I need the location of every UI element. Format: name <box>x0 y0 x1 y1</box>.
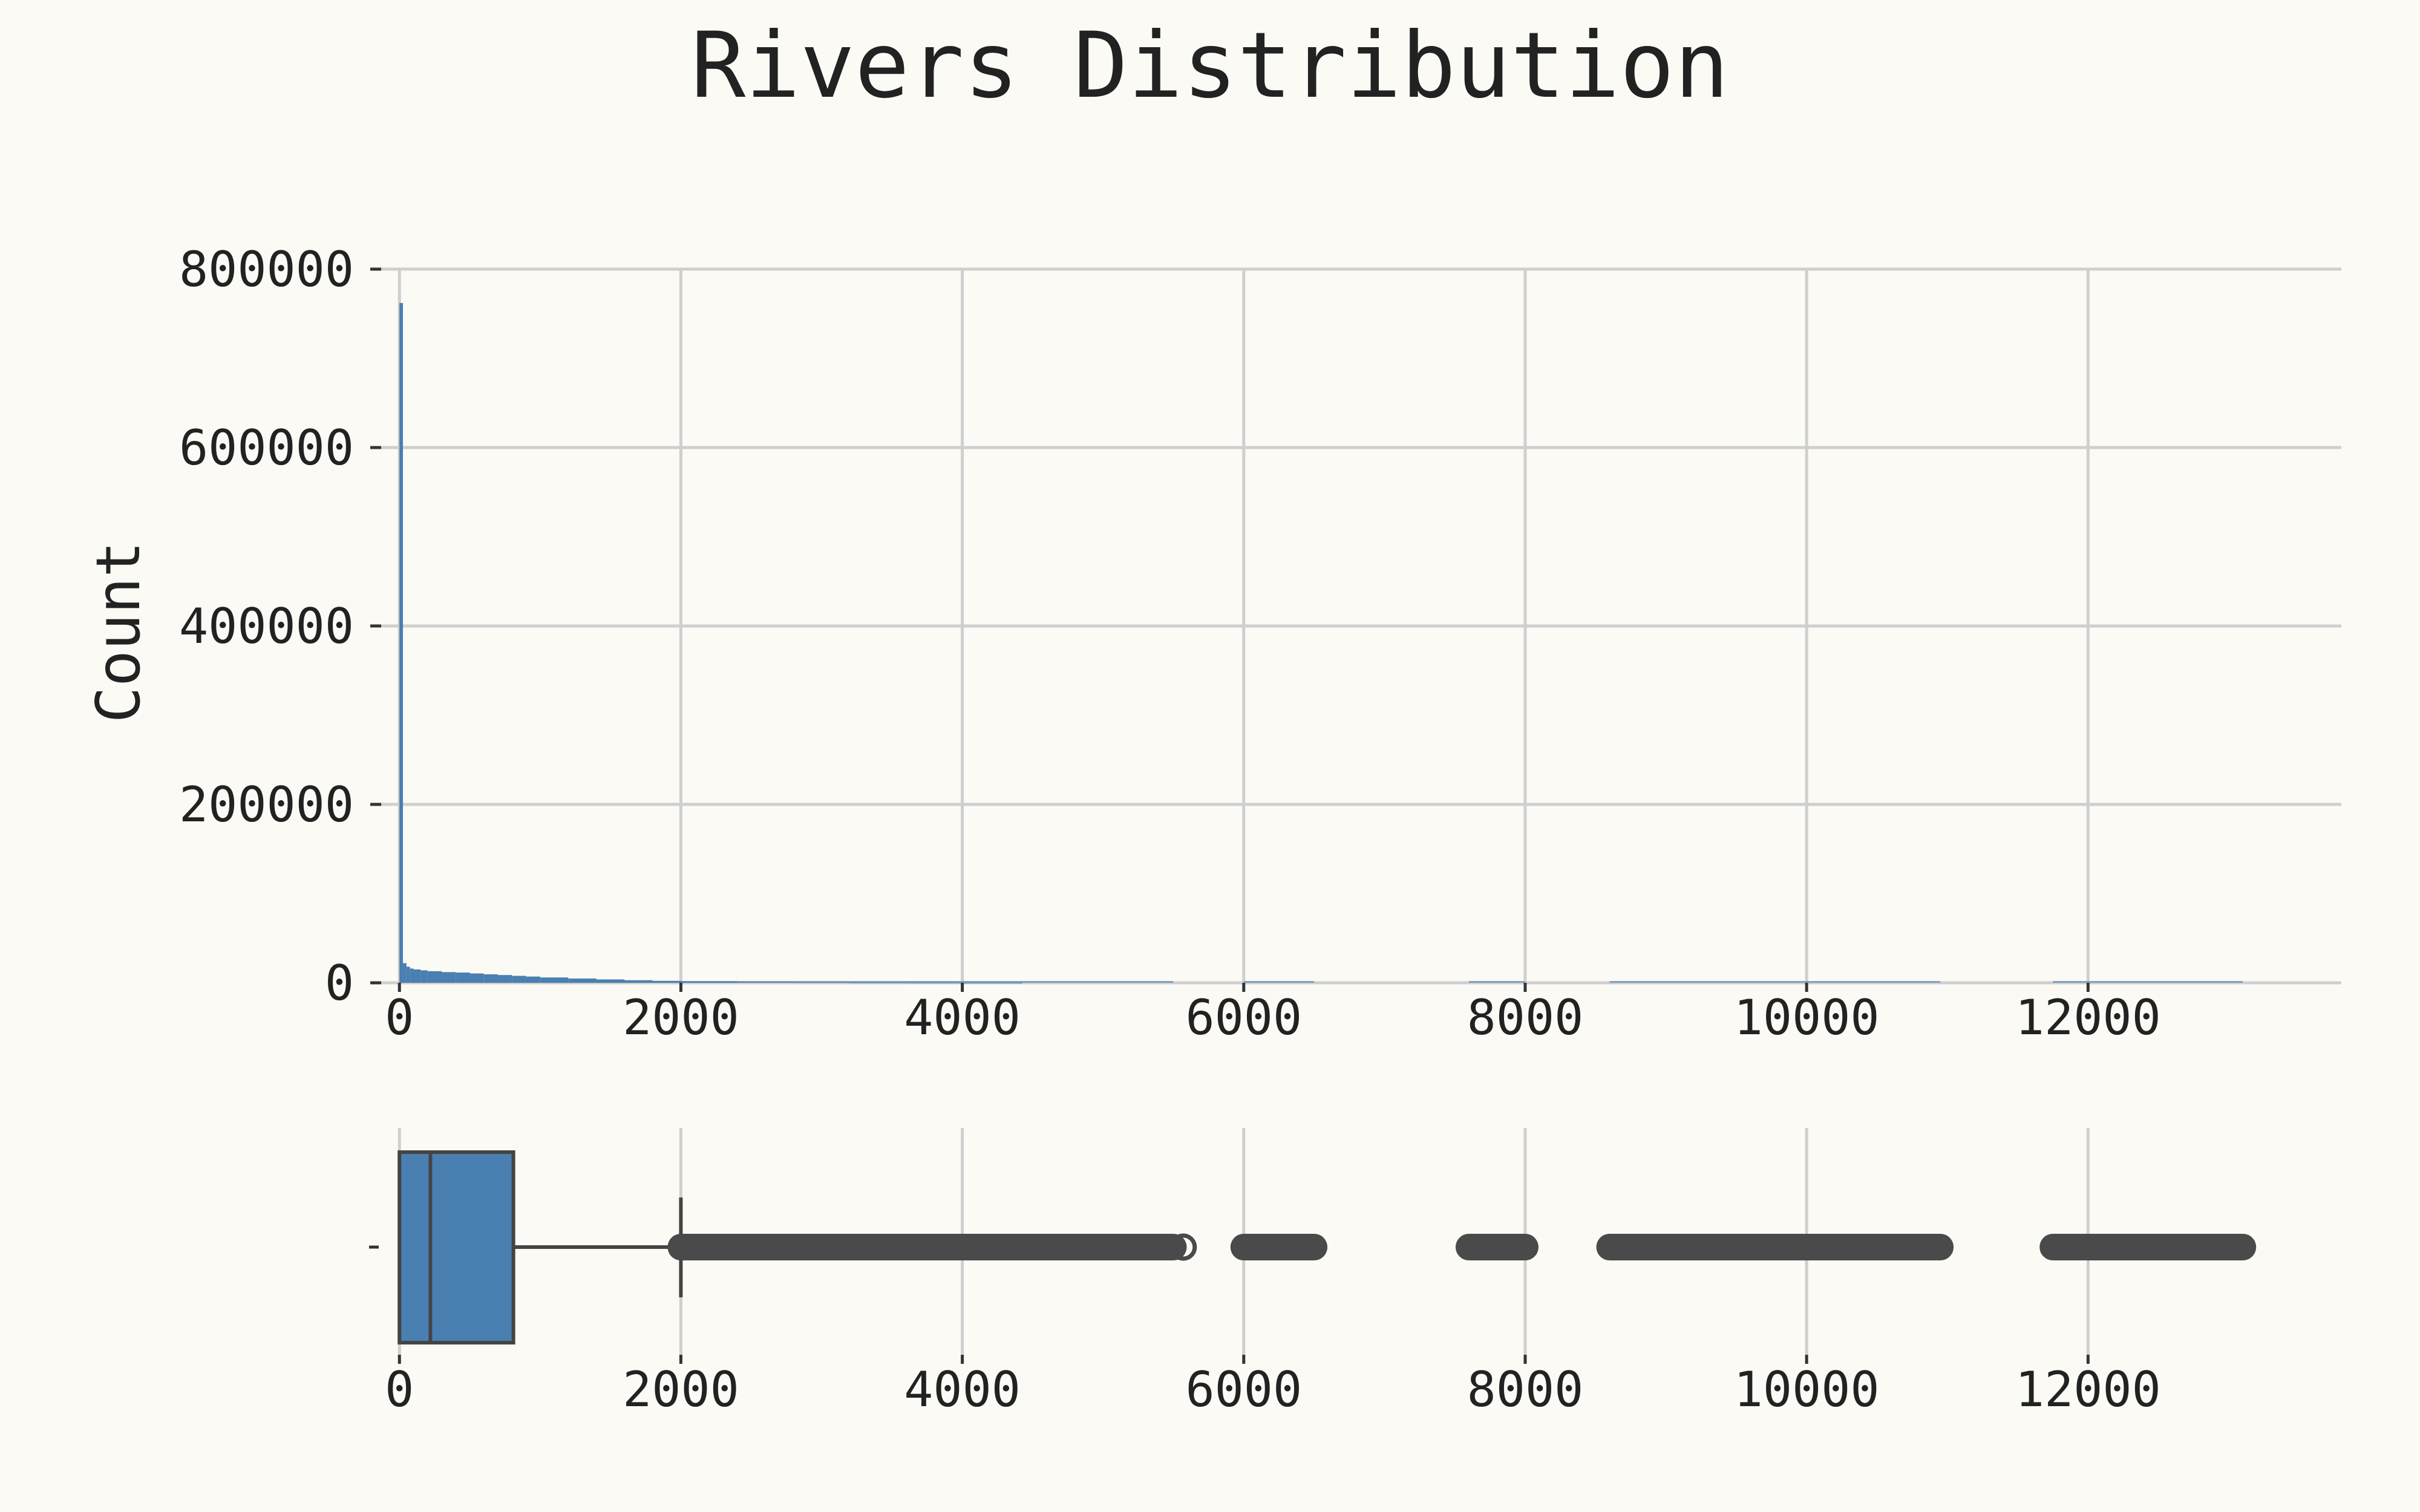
histogram-bar <box>483 974 499 983</box>
histogram-bars <box>399 303 2243 983</box>
box-iqr <box>397 1150 515 1344</box>
chart-title: Rivers Distribution <box>691 13 1729 119</box>
histogram-bar <box>420 970 428 983</box>
histogram-bar <box>442 972 456 983</box>
histogram-bar <box>1609 981 1941 983</box>
hist-y-tick-label: 0 <box>325 955 354 1011</box>
box-x-tick-label: 6000 <box>1185 1361 1302 1418</box>
hist-x-tick-label: 0 <box>385 989 414 1046</box>
histogram-bar <box>413 969 421 983</box>
y-axis-label: Count <box>83 541 154 723</box>
hist-y-tick-label: 600000 <box>179 420 354 476</box>
hist-x-tick-label: 10000 <box>1734 989 1880 1046</box>
histogram-bar <box>469 973 484 983</box>
box-x-tick-label: 8000 <box>1467 1361 1584 1418</box>
histogram-bar <box>526 976 540 983</box>
hist-x-tick-label: 2000 <box>623 989 739 1046</box>
histogram-bar <box>406 966 410 983</box>
histogram-bar <box>512 976 526 983</box>
box-x-tick-label: 10000 <box>1734 1361 1880 1418</box>
hist-x-tick-label: 8000 <box>1467 989 1584 1046</box>
hist-x-tick-label: 4000 <box>904 989 1021 1046</box>
histogram-grid <box>381 267 2341 985</box>
histogram-bar <box>410 968 414 983</box>
box-x-tick-label: 0 <box>385 1361 414 1418</box>
histogram-bar <box>2053 981 2243 983</box>
histogram-bar <box>1468 981 1525 983</box>
boxplot <box>397 1150 2257 1344</box>
histogram-bar <box>568 978 597 983</box>
histogram-bar <box>498 975 512 983</box>
hist-x-tick-label: 12000 <box>2015 989 2161 1046</box>
histogram-bar <box>624 980 653 983</box>
histogram-bar <box>540 977 569 983</box>
box-outlier-point <box>1169 1233 1197 1261</box>
histogram-bar <box>403 963 407 983</box>
histogram-bar <box>456 973 470 983</box>
hist-y-tick-label: 400000 <box>179 598 354 654</box>
box-x-tick-label: 4000 <box>904 1361 1021 1418</box>
histogram-bar <box>596 979 625 983</box>
histogram-bar <box>681 981 1174 983</box>
box-x-tick-label: 2000 <box>623 1361 739 1418</box>
hist-x-tick-label: 6000 <box>1185 989 1302 1046</box>
histogram-bar <box>399 303 404 983</box>
histogram-bar <box>652 980 681 983</box>
hist-y-tick-label: 200000 <box>179 777 354 833</box>
box-x-tick-label: 12000 <box>2015 1361 2161 1418</box>
histogram-bar <box>427 971 442 983</box>
histogram-axes: 0 200000 400000 600000 800000 0 2000 4000 6000 80… <box>179 241 2161 1046</box>
histogram-bar <box>1243 981 1315 983</box>
hist-y-tick-label: 800000 <box>179 241 354 298</box>
boxplot-axes: 0 2000 4000 6000 8000 10000 12000 <box>369 1245 2161 1418</box>
